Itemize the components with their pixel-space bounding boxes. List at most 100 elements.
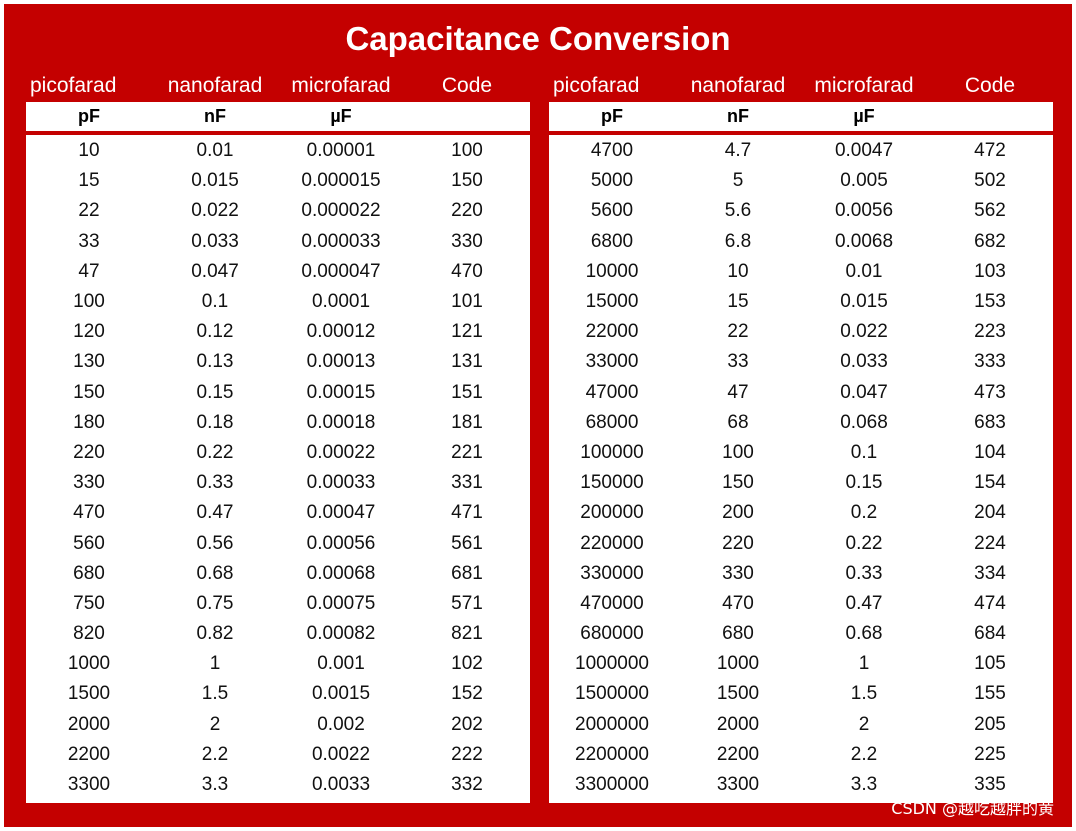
cell-picofarad: 1500 bbox=[67, 683, 111, 705]
cell-microfarad: 2.2 bbox=[850, 743, 878, 765]
cell-microfarad: 0.00015 bbox=[306, 381, 376, 403]
cell-picofarad: 470000 bbox=[580, 592, 644, 614]
cell-code: 222 bbox=[451, 743, 483, 765]
table-row: 680000 680 0.68 684 bbox=[549, 619, 1053, 649]
cell-nanofarad: 2200 bbox=[716, 743, 760, 765]
cell-code: 103 bbox=[974, 260, 1006, 282]
cell-code: 571 bbox=[451, 592, 483, 614]
cell-microfarad: 0.047 bbox=[840, 381, 888, 403]
cell-nanofarad: 200 bbox=[722, 502, 754, 524]
cell-code: 101 bbox=[451, 291, 483, 313]
cell-nanofarad: 680 bbox=[722, 623, 754, 645]
table-row: 6800 6.8 0.0068 682 bbox=[549, 227, 1053, 257]
table-row: 1500000 1500 1.5 155 bbox=[549, 679, 1053, 709]
cell-code: 331 bbox=[451, 472, 483, 494]
cell-code: 681 bbox=[451, 562, 483, 584]
cell-picofarad: 470 bbox=[73, 502, 105, 524]
header-code: Code bbox=[441, 74, 493, 97]
cell-picofarad: 3300000 bbox=[575, 774, 649, 796]
cell-nanofarad: 330 bbox=[722, 562, 754, 584]
cell-picofarad: 680 bbox=[73, 562, 105, 584]
cell-microfarad: 0.000022 bbox=[301, 200, 381, 222]
cell-microfarad: 0.00022 bbox=[306, 441, 376, 463]
cell-microfarad: 0.000015 bbox=[301, 170, 381, 192]
cell-nanofarad: 0.015 bbox=[191, 170, 239, 192]
cell-nanofarad: 68 bbox=[727, 411, 749, 433]
table-row: 180 0.18 0.00018 181 bbox=[26, 408, 530, 438]
unit-uf: µF bbox=[330, 106, 352, 126]
table-row: 47000 47 0.047 473 bbox=[549, 378, 1053, 408]
cell-nanofarad: 0.82 bbox=[196, 623, 234, 645]
cell-microfarad: 0.0056 bbox=[834, 200, 894, 222]
cell-code: 470 bbox=[451, 260, 483, 282]
table-row: 560 0.56 0.00056 561 bbox=[26, 528, 530, 558]
cell-picofarad: 1000 bbox=[67, 653, 111, 675]
cell-code: 224 bbox=[974, 532, 1006, 554]
cell-nanofarad: 1500 bbox=[716, 683, 760, 705]
cell-microfarad: 0.022 bbox=[840, 321, 888, 343]
cell-nanofarad: 0.18 bbox=[196, 411, 234, 433]
cell-code: 223 bbox=[974, 321, 1006, 343]
cell-microfarad: 0.015 bbox=[840, 291, 888, 313]
table-row: 33 0.033 0.000033 330 bbox=[26, 227, 530, 257]
table-row: 68000 68 0.068 683 bbox=[549, 408, 1053, 438]
left-table-body: 10 0.01 0.00001 100 15 0.015 0.000015 150 22 0.02… bbox=[26, 135, 530, 803]
cell-microfarad: 0.033 bbox=[840, 351, 888, 373]
cell-microfarad: 0.005 bbox=[840, 170, 888, 192]
cell-microfarad: 3.3 bbox=[850, 774, 878, 796]
table-row: 10 0.01 0.00001 100 bbox=[26, 136, 530, 166]
table-row: 200000 200 0.2 204 bbox=[549, 498, 1053, 528]
header-microfarad: microfarad bbox=[291, 74, 391, 97]
cell-nanofarad: 2000 bbox=[716, 713, 760, 735]
table-row: 3300000 3300 3.3 335 bbox=[549, 770, 1053, 800]
cell-code: 155 bbox=[974, 683, 1006, 705]
cell-microfarad: 0.00018 bbox=[306, 411, 376, 433]
cell-microfarad: 0.0047 bbox=[834, 140, 894, 162]
cell-picofarad: 820 bbox=[73, 623, 105, 645]
cell-nanofarad: 5.6 bbox=[724, 200, 752, 222]
cell-picofarad: 220000 bbox=[580, 532, 644, 554]
cell-picofarad: 750 bbox=[73, 592, 105, 614]
cell-picofarad: 15 bbox=[78, 170, 100, 192]
cell-code: 205 bbox=[974, 713, 1006, 735]
table-row: 120 0.12 0.00012 121 bbox=[26, 317, 530, 347]
cell-nanofarad: 2.2 bbox=[201, 743, 229, 765]
cell-picofarad: 680000 bbox=[580, 623, 644, 645]
cell-code: 334 bbox=[974, 562, 1006, 584]
cell-microfarad: 0.00082 bbox=[306, 623, 376, 645]
cell-microfarad: 1.5 bbox=[850, 683, 878, 705]
table-row: 10000 10 0.01 103 bbox=[549, 257, 1053, 287]
cell-microfarad: 0.01 bbox=[845, 260, 883, 282]
cell-picofarad: 2000 bbox=[67, 713, 111, 735]
cell-code: 202 bbox=[451, 713, 483, 735]
cell-nanofarad: 470 bbox=[722, 592, 754, 614]
cell-microfarad: 0.0068 bbox=[834, 230, 894, 252]
cell-microfarad: 0.0001 bbox=[311, 291, 371, 313]
cell-nanofarad: 4.7 bbox=[724, 140, 752, 162]
cell-nanofarad: 33 bbox=[727, 351, 749, 373]
cell-nanofarad: 150 bbox=[722, 472, 754, 494]
header-microfarad: microfarad bbox=[814, 74, 914, 97]
table-row: 1500 1.5 0.0015 152 bbox=[26, 679, 530, 709]
header-nanofarad: nanofarad bbox=[690, 74, 786, 97]
cell-picofarad: 2000000 bbox=[575, 713, 649, 735]
cell-picofarad: 33 bbox=[78, 230, 100, 252]
cell-code: 153 bbox=[974, 291, 1006, 313]
cell-picofarad: 150000 bbox=[580, 472, 644, 494]
cell-nanofarad: 0.01 bbox=[196, 140, 234, 162]
table-row: 5600 5.6 0.0056 562 bbox=[549, 196, 1053, 226]
cell-code: 561 bbox=[451, 532, 483, 554]
cell-code: 473 bbox=[974, 381, 1006, 403]
cell-microfarad: 1 bbox=[858, 653, 870, 675]
cell-picofarad: 200000 bbox=[580, 502, 644, 524]
table-row: 100 0.1 0.0001 101 bbox=[26, 287, 530, 317]
left-table: picofarad nanofarad microfarad Code pF n… bbox=[26, 70, 530, 803]
watermark: CSDN @越吃越胖的黄 bbox=[891, 799, 1054, 818]
cell-picofarad: 100000 bbox=[580, 441, 644, 463]
cell-code: 204 bbox=[974, 502, 1006, 524]
right-table: picofarad nanofarad microfarad Code pF n… bbox=[549, 70, 1053, 803]
table-row: 1000000 1000 1 105 bbox=[549, 649, 1053, 679]
table-row: 470000 470 0.47 474 bbox=[549, 589, 1053, 619]
table-row: 4700 4.7 0.0047 472 bbox=[549, 136, 1053, 166]
cell-microfarad: 0.00047 bbox=[306, 502, 376, 524]
